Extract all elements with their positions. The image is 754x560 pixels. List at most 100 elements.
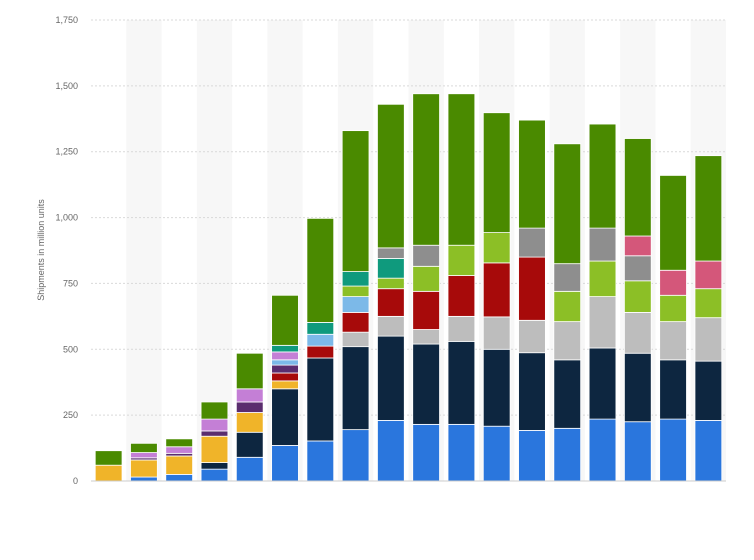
bar-segment	[412, 423, 440, 482]
bar-segment	[412, 290, 440, 330]
bar-segment	[588, 227, 617, 262]
bar-segment	[482, 425, 511, 482]
bar-segment	[306, 217, 335, 323]
bar-segment	[377, 315, 405, 337]
bar-segment	[130, 452, 158, 459]
bar-segment	[271, 344, 299, 353]
bar-segment	[588, 260, 617, 298]
bar-segment	[200, 462, 229, 470]
bar-segment	[200, 468, 229, 482]
bar-segment	[271, 294, 299, 346]
bar-segment	[271, 364, 299, 374]
bar-segment	[94, 450, 123, 466]
bar-segment	[553, 263, 582, 292]
bar-segment	[271, 372, 299, 382]
bar-segment	[341, 429, 370, 482]
bar-segment	[165, 438, 193, 448]
bar-segment	[518, 319, 546, 354]
bar-segment	[447, 93, 476, 246]
bar-segment	[306, 357, 335, 442]
bar-segment	[165, 474, 193, 482]
bar-segment	[659, 294, 687, 323]
y-tick-label: 500	[63, 344, 78, 354]
bar-segment	[271, 445, 299, 482]
bar-segment	[588, 296, 617, 349]
bar-segment	[341, 296, 370, 313]
bar-segment	[624, 352, 652, 423]
bar-segment	[377, 288, 405, 317]
bar-segment	[412, 343, 440, 425]
bar-segment	[624, 280, 652, 313]
bar-segment	[271, 351, 299, 361]
bar-segment	[553, 290, 582, 323]
bar-segment	[482, 262, 511, 318]
y-tick-label: 1,750	[55, 15, 78, 25]
bar-segment	[659, 359, 687, 420]
bar-segment	[694, 360, 723, 421]
bar-segment	[659, 321, 687, 361]
bar-segment	[694, 420, 723, 482]
bar-segment	[130, 442, 158, 453]
bar-segment	[412, 265, 440, 292]
bar-segment	[553, 321, 582, 361]
bar-segment	[306, 345, 335, 359]
bar-segment	[377, 247, 405, 259]
bar-segment	[447, 315, 476, 342]
bar-segment	[271, 388, 299, 446]
y-tick-label: 0	[73, 476, 78, 486]
bar-segment	[235, 412, 264, 433]
bar-segment	[624, 312, 652, 354]
bar-segment	[94, 464, 123, 482]
bar-segment	[306, 440, 335, 482]
bar-segment	[624, 421, 652, 482]
bar-segment	[447, 275, 476, 317]
bar-segment	[377, 257, 405, 279]
y-axis-label: Shipments in million units	[36, 199, 46, 301]
bar-segment	[130, 476, 158, 482]
bar-segment	[518, 352, 546, 431]
bar-segment	[624, 235, 652, 257]
bar-segment	[694, 260, 723, 290]
bar-segment	[694, 155, 723, 262]
y-tick-label: 1,000	[55, 213, 78, 223]
y-axis-ticks: 0 250 500 750 1,000 1,250 1,500 1,750	[55, 15, 78, 486]
bar-segment	[341, 130, 370, 272]
bar-segment	[377, 335, 405, 421]
bar-segment	[200, 401, 229, 420]
column-band	[126, 20, 162, 481]
bar-segment	[624, 255, 652, 282]
bar-segment	[341, 331, 370, 348]
bar-segment	[377, 103, 405, 249]
bar-segment	[694, 288, 723, 319]
bar-segment	[235, 401, 264, 413]
bar-segment	[341, 312, 370, 333]
bar-segment	[553, 359, 582, 429]
bar-segment	[130, 459, 158, 478]
bar-segment	[165, 455, 193, 475]
bar-segment	[271, 380, 299, 390]
bar-segment	[588, 418, 617, 482]
bar-segment	[518, 227, 546, 258]
bar-segment	[447, 244, 476, 276]
y-tick-label: 1,500	[55, 81, 78, 91]
bar-segment	[200, 430, 229, 437]
y-tick-label: 1,250	[55, 147, 78, 157]
bar-segment	[659, 175, 687, 271]
bar-segment	[341, 285, 370, 297]
bar-segment	[588, 347, 617, 420]
bar-segment	[482, 112, 511, 233]
bar-segment	[518, 119, 546, 229]
bar-segment	[235, 431, 264, 458]
bars	[91, 93, 726, 482]
bar-segment	[553, 143, 582, 265]
bar-segment	[306, 333, 335, 347]
bar-segment	[553, 427, 582, 482]
bar-segment	[412, 329, 440, 345]
bar-segment	[447, 340, 476, 425]
bar-segment	[165, 446, 193, 454]
bar-segment	[412, 93, 440, 246]
bar-segment	[482, 348, 511, 427]
bar-segment	[447, 423, 476, 482]
bar-segment	[624, 138, 652, 237]
